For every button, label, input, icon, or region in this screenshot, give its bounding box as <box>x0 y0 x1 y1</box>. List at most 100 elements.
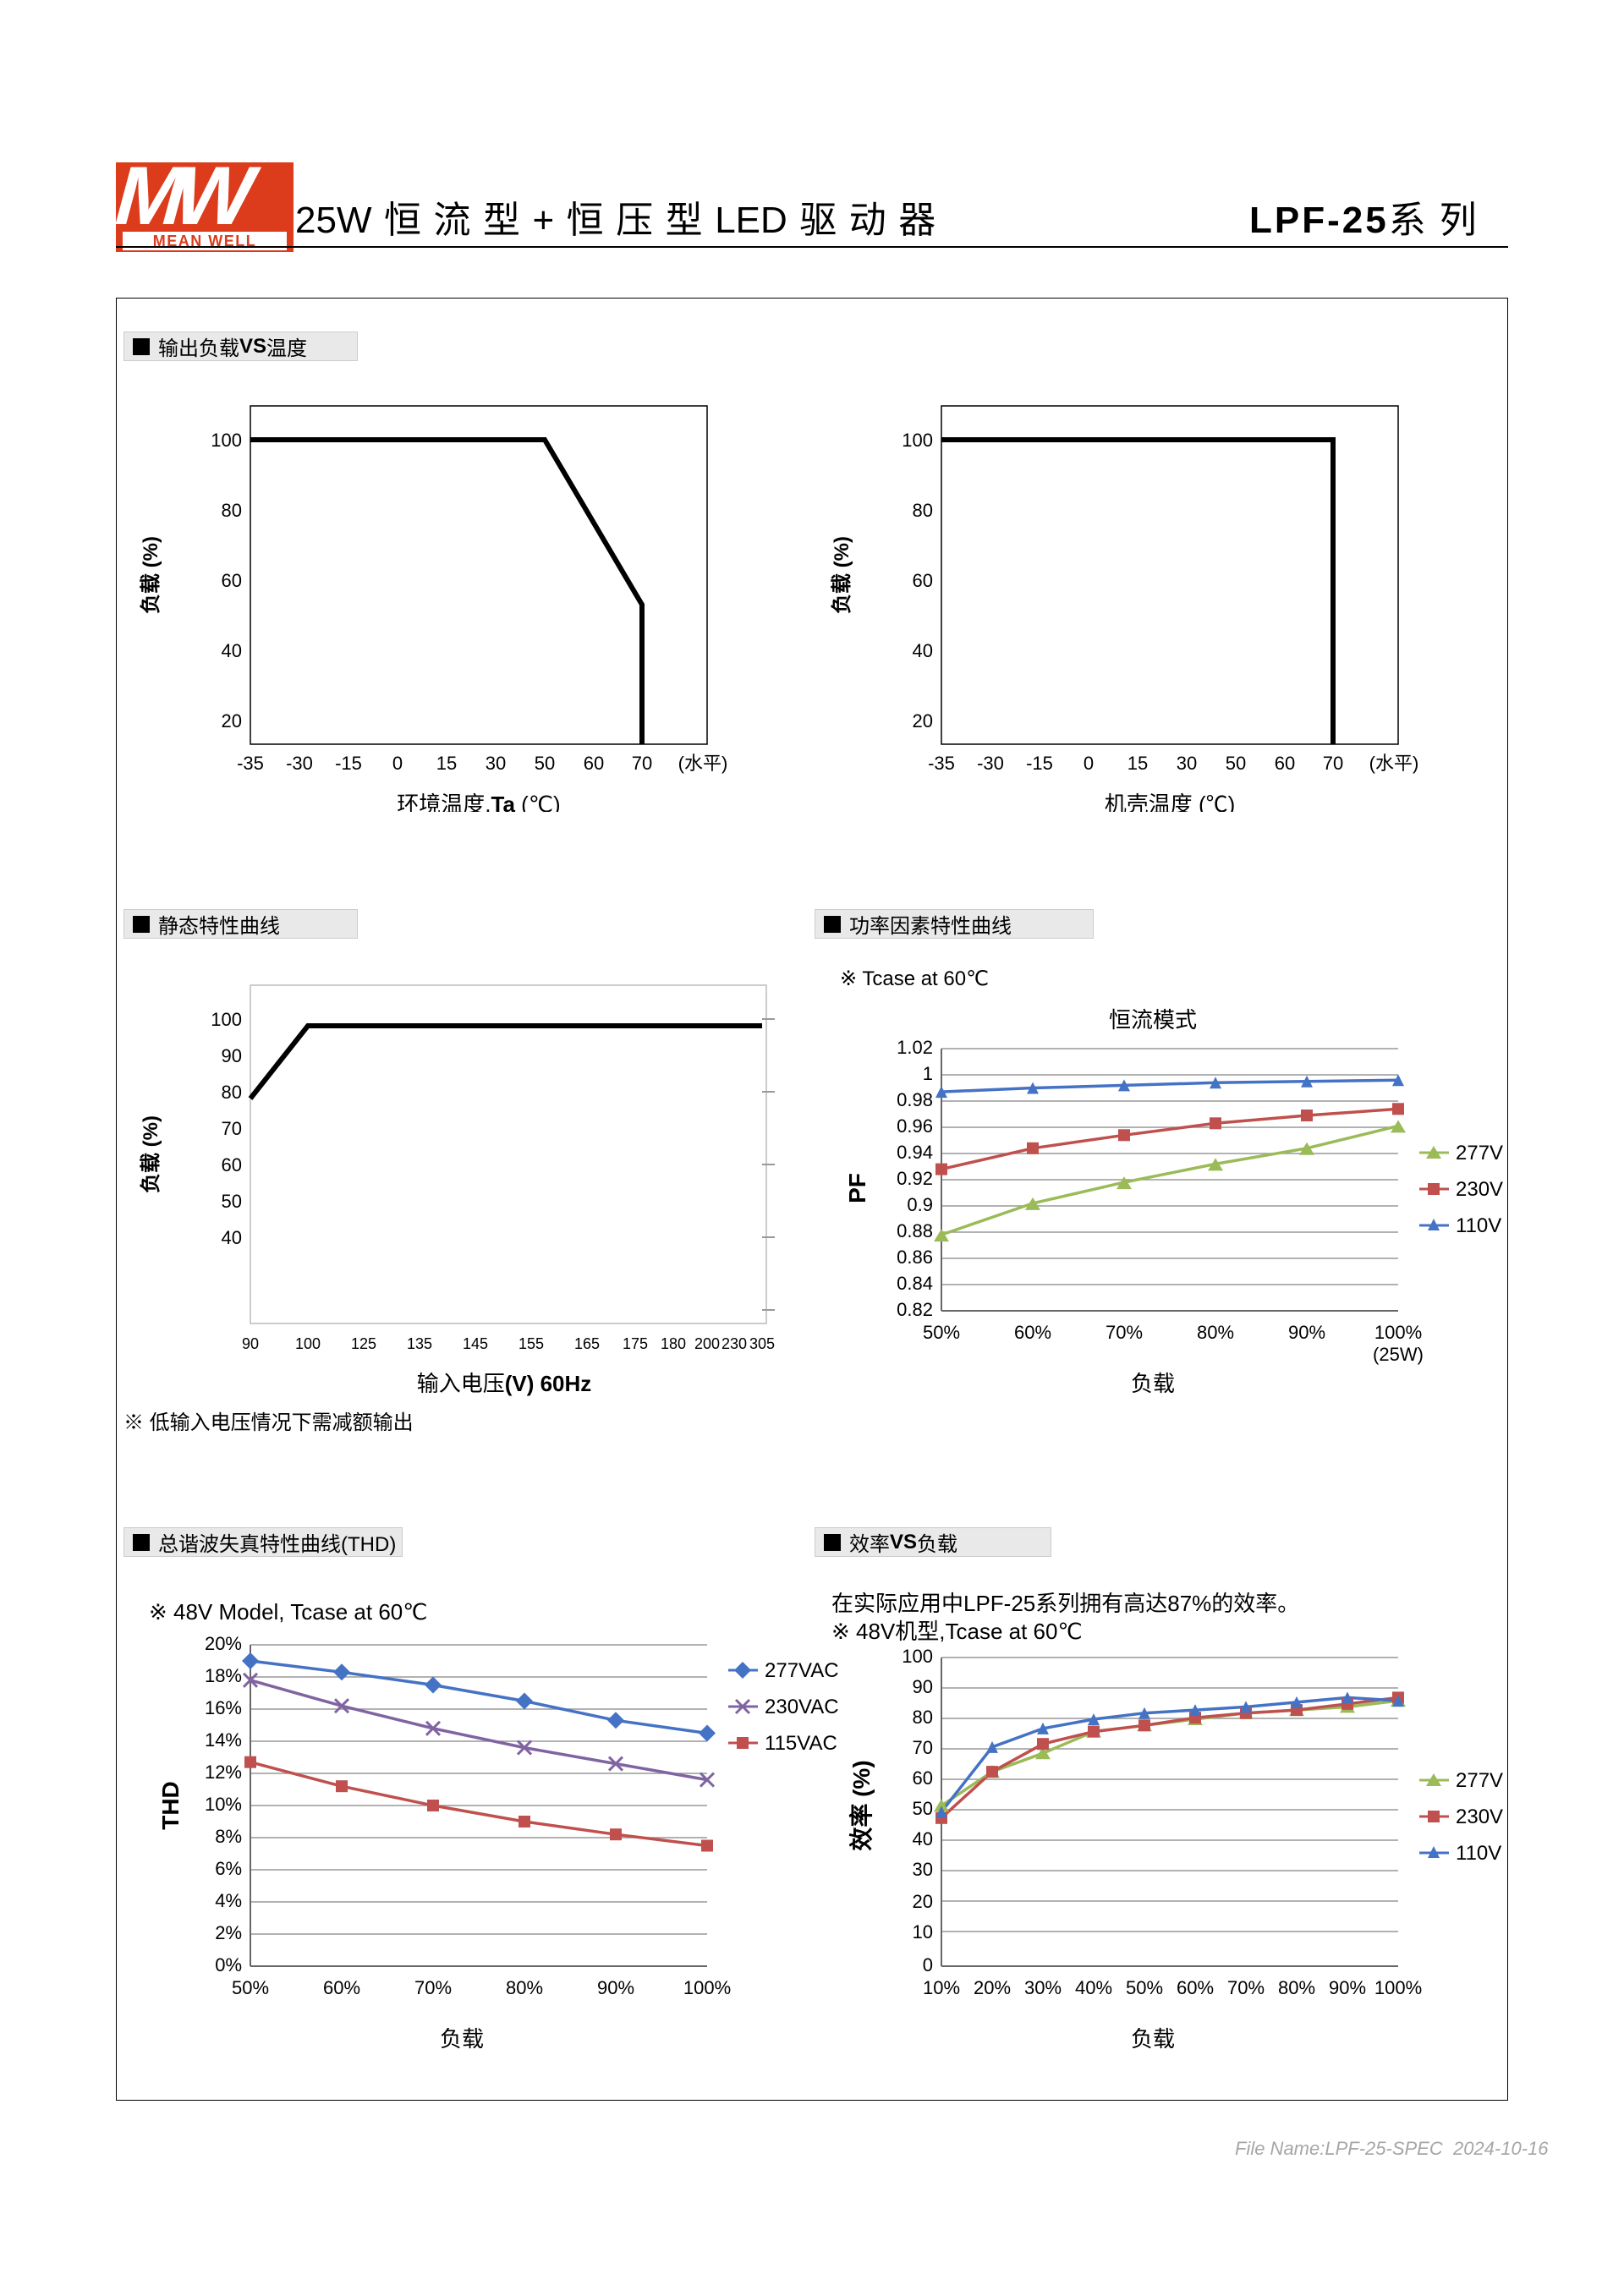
svg-text:90%: 90% <box>1329 1977 1366 1998</box>
svg-text:60: 60 <box>222 570 242 591</box>
svg-text:10: 10 <box>913 1921 933 1943</box>
svg-text:机壳温度 (℃): 机壳温度 (℃) <box>1105 792 1236 812</box>
svg-text:负载: 负载 <box>1131 2026 1175 2052</box>
svg-text:-15: -15 <box>335 753 362 774</box>
svg-text:(25W): (25W) <box>1373 1344 1424 1365</box>
svg-text:16%: 16% <box>205 1697 242 1718</box>
svg-text:145: 145 <box>463 1335 488 1352</box>
svg-text:60: 60 <box>913 1767 933 1789</box>
svg-text:175: 175 <box>623 1335 648 1352</box>
svg-text:80: 80 <box>913 1707 933 1728</box>
svg-text:20: 20 <box>222 710 242 732</box>
svg-text:100: 100 <box>211 430 242 451</box>
svg-text:15: 15 <box>1127 753 1148 774</box>
svg-text:30: 30 <box>913 1859 933 1880</box>
svg-text:70%: 70% <box>1227 1977 1265 1998</box>
svg-text:12%: 12% <box>205 1762 242 1783</box>
svg-text:1: 1 <box>923 1063 933 1084</box>
svg-text:50: 50 <box>1226 753 1246 774</box>
svg-text:100: 100 <box>295 1335 321 1352</box>
svg-text:-30: -30 <box>286 753 313 774</box>
svg-text:200: 200 <box>694 1335 720 1352</box>
svg-text:1.02: 1.02 <box>897 1037 933 1058</box>
svg-text:90: 90 <box>913 1676 933 1697</box>
svg-text:70: 70 <box>1323 753 1343 774</box>
svg-text:30: 30 <box>1177 753 1197 774</box>
svg-text:60%: 60% <box>1177 1977 1214 1998</box>
svg-text:80%: 80% <box>1278 1977 1315 1998</box>
svg-text:0.9: 0.9 <box>907 1194 933 1215</box>
svg-text:在实际应用中LPF-25系列拥有高达87%的效率。: 在实际应用中LPF-25系列拥有高达87%的效率。 <box>831 1591 1299 1616</box>
svg-text:负载: 负载 <box>1131 1371 1175 1396</box>
svg-text:-30: -30 <box>977 753 1004 774</box>
svg-text:环境温度,Ta (℃): 环境温度,Ta (℃) <box>397 792 560 812</box>
svg-text:155: 155 <box>518 1335 544 1352</box>
svg-text:50: 50 <box>535 753 555 774</box>
svg-text:30: 30 <box>486 753 506 774</box>
svg-text:输入电压(V) 60Hz: 输入电压(V) 60Hz <box>417 1371 592 1396</box>
svg-text:305: 305 <box>749 1335 775 1352</box>
svg-text:负载 (%): 负载 (%) <box>140 1115 162 1193</box>
svg-text:110V: 110V <box>1456 1842 1501 1865</box>
svg-text:-35: -35 <box>928 753 955 774</box>
svg-text:-15: -15 <box>1026 753 1053 774</box>
svg-text:70%: 70% <box>414 1977 452 1998</box>
svg-text:90%: 90% <box>1288 1322 1325 1343</box>
svg-text:※ 48V Model, Tcase at 60℃: ※ 48V Model, Tcase at 60℃ <box>149 1599 427 1625</box>
svg-text:60: 60 <box>222 1154 242 1175</box>
svg-text:20: 20 <box>913 1891 933 1912</box>
svg-text:125: 125 <box>351 1335 376 1352</box>
svg-text:135: 135 <box>407 1335 432 1352</box>
svg-text:(水平): (水平) <box>1369 753 1419 774</box>
svg-text:70%: 70% <box>1106 1322 1143 1343</box>
svg-text:0.82: 0.82 <box>897 1299 933 1320</box>
svg-text:80: 80 <box>222 1082 242 1103</box>
svg-text:60%: 60% <box>323 1977 360 1998</box>
svg-text:0.98: 0.98 <box>897 1089 933 1110</box>
svg-text:50: 50 <box>222 1191 242 1212</box>
svg-text:效率 (%): 效率 (%) <box>848 1760 875 1850</box>
svg-text:80%: 80% <box>1197 1322 1234 1343</box>
svg-text:60: 60 <box>913 570 933 591</box>
svg-text:100: 100 <box>902 430 933 451</box>
svg-text:4%: 4% <box>215 1890 242 1911</box>
svg-text:0: 0 <box>1084 753 1094 774</box>
svg-text:40: 40 <box>913 640 933 661</box>
svg-text:※ Tcase at 60℃: ※ Tcase at 60℃ <box>840 968 989 990</box>
svg-text:100%: 100% <box>1374 1977 1422 1998</box>
svg-text:90: 90 <box>242 1335 259 1352</box>
svg-text:※ 48V机型,Tcase at 60℃: ※ 48V机型,Tcase at 60℃ <box>831 1619 1083 1644</box>
svg-text:-35: -35 <box>237 753 264 774</box>
svg-text:6%: 6% <box>215 1858 242 1879</box>
svg-text:0.86: 0.86 <box>897 1247 933 1268</box>
svg-text:180: 180 <box>661 1335 686 1352</box>
svg-text:100: 100 <box>211 1009 242 1030</box>
svg-text:20%: 20% <box>205 1633 242 1654</box>
svg-text:0.96: 0.96 <box>897 1115 933 1137</box>
svg-text:30%: 30% <box>1024 1977 1062 1998</box>
svg-text:100: 100 <box>902 1646 933 1667</box>
svg-text:80: 80 <box>222 500 242 521</box>
svg-text:110V: 110V <box>1456 1214 1501 1237</box>
svg-text:2%: 2% <box>215 1922 242 1943</box>
svg-text:负载 (%): 负载 (%) <box>140 536 162 614</box>
svg-text:14%: 14% <box>205 1729 242 1751</box>
svg-text:90%: 90% <box>597 1977 634 1998</box>
svg-text:230: 230 <box>721 1335 747 1352</box>
svg-text:8%: 8% <box>215 1826 242 1847</box>
svg-text:50%: 50% <box>1126 1977 1163 1998</box>
svg-text:负载 (%): 负载 (%) <box>831 536 853 614</box>
svg-text:50%: 50% <box>232 1977 269 1998</box>
svg-text:※ 低输入电压情况下需减额输出: ※ 低输入电压情况下需减额输出 <box>123 1411 414 1434</box>
svg-text:80%: 80% <box>506 1977 543 1998</box>
svg-text:恒流模式: 恒流模式 <box>1109 1007 1197 1033</box>
svg-text:230V: 230V <box>1456 1178 1503 1201</box>
svg-text:0: 0 <box>392 753 403 774</box>
svg-text:(水平): (水平) <box>678 753 728 774</box>
svg-text:18%: 18% <box>205 1665 242 1686</box>
svg-text:40: 40 <box>222 1227 242 1248</box>
svg-text:70: 70 <box>632 753 652 774</box>
svg-text:20%: 20% <box>974 1977 1011 1998</box>
svg-text:60%: 60% <box>1014 1322 1051 1343</box>
svg-text:10%: 10% <box>205 1794 242 1815</box>
